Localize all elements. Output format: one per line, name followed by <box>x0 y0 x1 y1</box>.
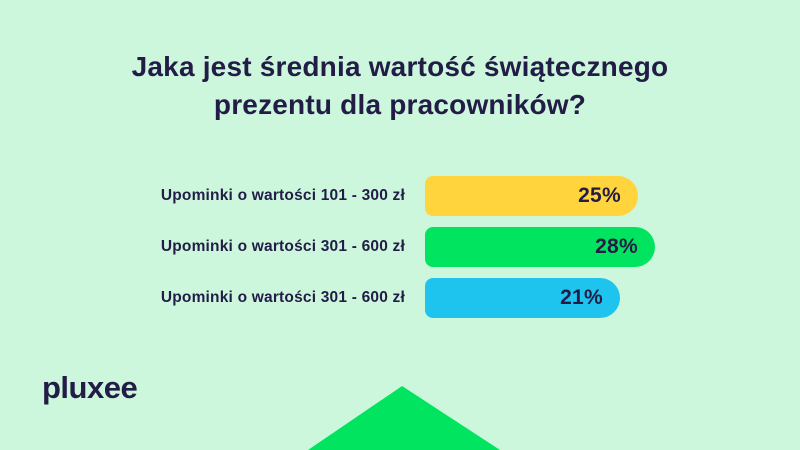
page-title-line-1: Jaka jest średnia wartość świątecznego <box>131 51 669 82</box>
page-title: Jaka jest średnia wartość świątecznego p… <box>0 48 800 124</box>
bar-value-25: 25% <box>578 184 621 207</box>
bar-label-301-600-duplicate: Upominki o wartości 301 - 600 zł <box>160 289 405 306</box>
bar-chart: Upominki o wartości 101 - 300 zł 25% Upo… <box>0 176 800 318</box>
bar-blue-21: 21% <box>425 278 620 318</box>
triangle-decoration <box>308 386 500 450</box>
page-title-line-2: prezentu dla pracowników? <box>213 89 587 120</box>
bar-label-101-300: Upominki o wartości 101 - 300 zł <box>160 187 405 204</box>
bar-value-21: 21% <box>560 286 603 309</box>
bar-row-3: Upominki o wartości 301 - 600 zł 21% <box>0 278 800 318</box>
bar-label-301-600: Upominki o wartości 301 - 600 zł <box>160 238 405 255</box>
bar-yellow-25: 25% <box>425 176 638 216</box>
bar-value-28: 28% <box>595 235 638 258</box>
pluxee-logo: pluxee <box>42 370 138 405</box>
bar-row-1: Upominki o wartości 101 - 300 zł 25% <box>0 176 800 216</box>
bar-green-28: 28% <box>425 227 655 267</box>
bar-row-2: Upominki o wartości 301 - 600 zł 28% <box>0 227 800 267</box>
